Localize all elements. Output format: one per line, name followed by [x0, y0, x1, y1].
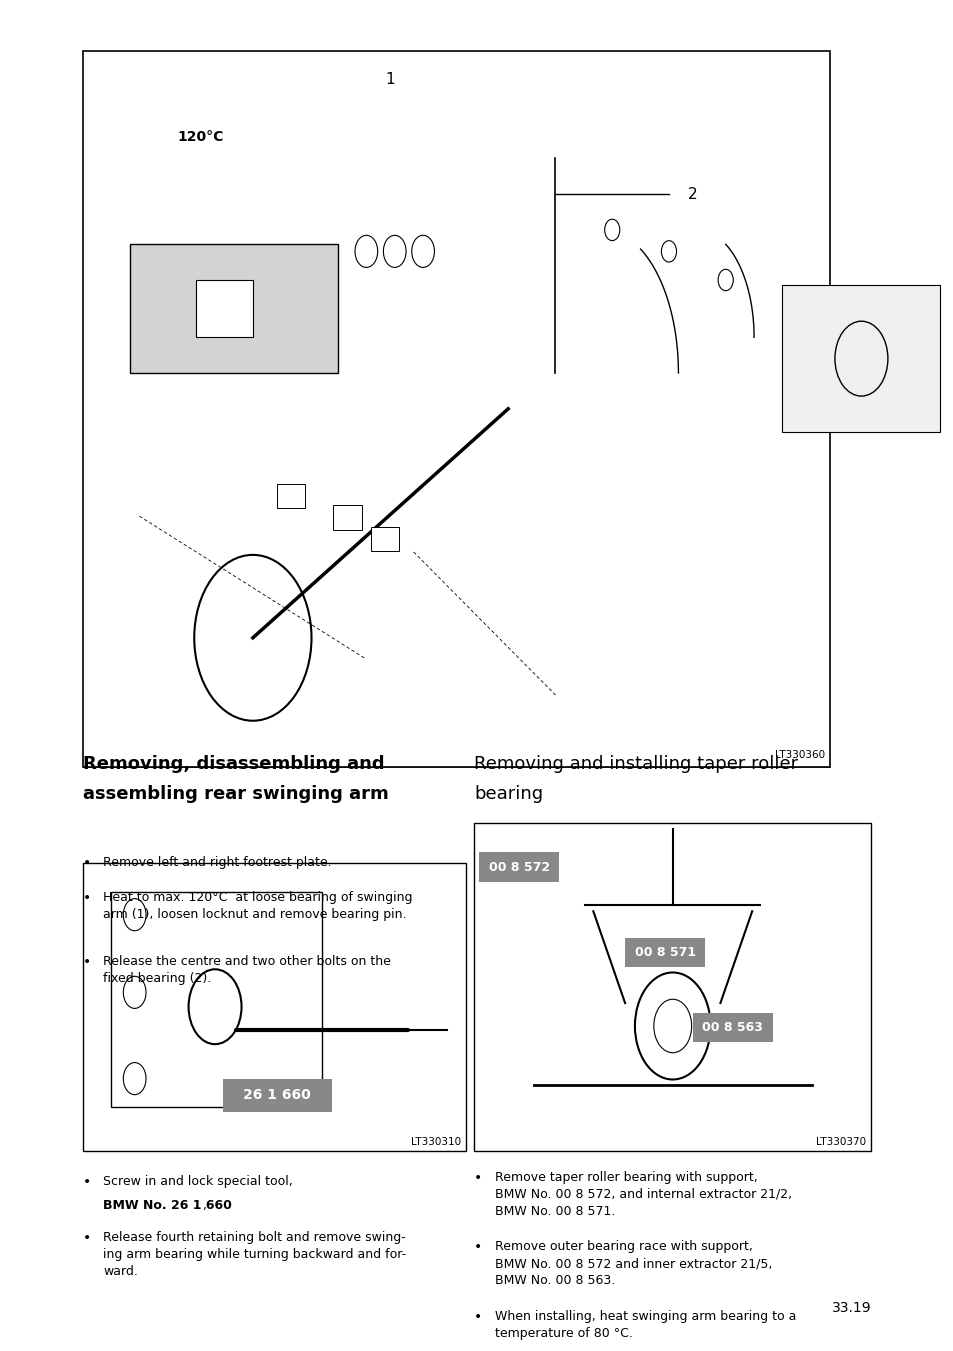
- Bar: [276, 484, 305, 508]
- Text: 00 8 572: 00 8 572: [488, 861, 549, 874]
- Text: bearing: bearing: [474, 785, 542, 802]
- Text: Remove outer bearing race with support,
BMW No. 00 8 572 and inner extractor 21/: Remove outer bearing race with support, …: [495, 1240, 772, 1288]
- Text: LT330310: LT330310: [411, 1136, 460, 1147]
- Text: •: •: [83, 1174, 91, 1189]
- Bar: [83, 51, 829, 766]
- Text: When installing, heat swinging arm bearing to a
temperature of 80 °C.: When installing, heat swinging arm beari…: [495, 1309, 796, 1340]
- Text: •: •: [83, 1231, 91, 1244]
- Text: 1: 1: [385, 72, 395, 86]
- Bar: [371, 527, 399, 551]
- Text: •: •: [83, 892, 91, 905]
- Text: assembling rear swinging arm: assembling rear swinging arm: [83, 785, 388, 802]
- Bar: [111, 892, 321, 1108]
- Text: Release the centre and two other bolts on the
fixed bearing (2).: Release the centre and two other bolts o…: [103, 955, 391, 985]
- Text: ,: ,: [203, 1198, 207, 1212]
- Bar: [781, 285, 940, 432]
- Text: Removing and installing taper roller: Removing and installing taper roller: [474, 755, 798, 773]
- Text: •: •: [83, 955, 91, 969]
- Text: •: •: [474, 1309, 482, 1324]
- Text: Remove left and right footrest plate.: Remove left and right footrest plate.: [103, 857, 332, 869]
- Text: Removing, disassembling and: Removing, disassembling and: [83, 755, 384, 773]
- Text: Screw in and lock special tool,: Screw in and lock special tool,: [103, 1174, 293, 1188]
- Text: •: •: [83, 857, 91, 870]
- Text: 26 1 660: 26 1 660: [243, 1088, 311, 1101]
- Text: •: •: [474, 1240, 482, 1254]
- Bar: [624, 938, 704, 967]
- Text: 00 8 563: 00 8 563: [701, 1021, 762, 1034]
- Bar: [474, 823, 870, 1151]
- Text: Heat to max. 120°C  at loose bearing of swinging
arm (1), loosen locknut and rem: Heat to max. 120°C at loose bearing of s…: [103, 892, 413, 921]
- Text: 120°C: 120°C: [177, 130, 223, 143]
- Text: LT330370: LT330370: [816, 1136, 865, 1147]
- Bar: [692, 1013, 772, 1043]
- Text: Remove taper roller bearing with support,
BMW No. 00 8 572, and internal extract: Remove taper roller bearing with support…: [495, 1170, 791, 1217]
- Bar: [83, 863, 465, 1151]
- Bar: [196, 280, 253, 338]
- Text: •: •: [474, 1170, 482, 1185]
- Text: 33.19: 33.19: [831, 1301, 870, 1315]
- Bar: [478, 852, 558, 882]
- Bar: [223, 1078, 332, 1112]
- Text: BMW No. 26 1 660: BMW No. 26 1 660: [103, 1198, 233, 1212]
- Bar: [130, 245, 337, 373]
- Text: 00 8 571: 00 8 571: [634, 946, 695, 959]
- Bar: [333, 505, 361, 530]
- Text: Release fourth retaining bolt and remove swing-
ing arm bearing while turning ba: Release fourth retaining bolt and remove…: [103, 1231, 406, 1278]
- Text: 2: 2: [687, 186, 697, 201]
- Text: LT330360: LT330360: [774, 750, 824, 759]
